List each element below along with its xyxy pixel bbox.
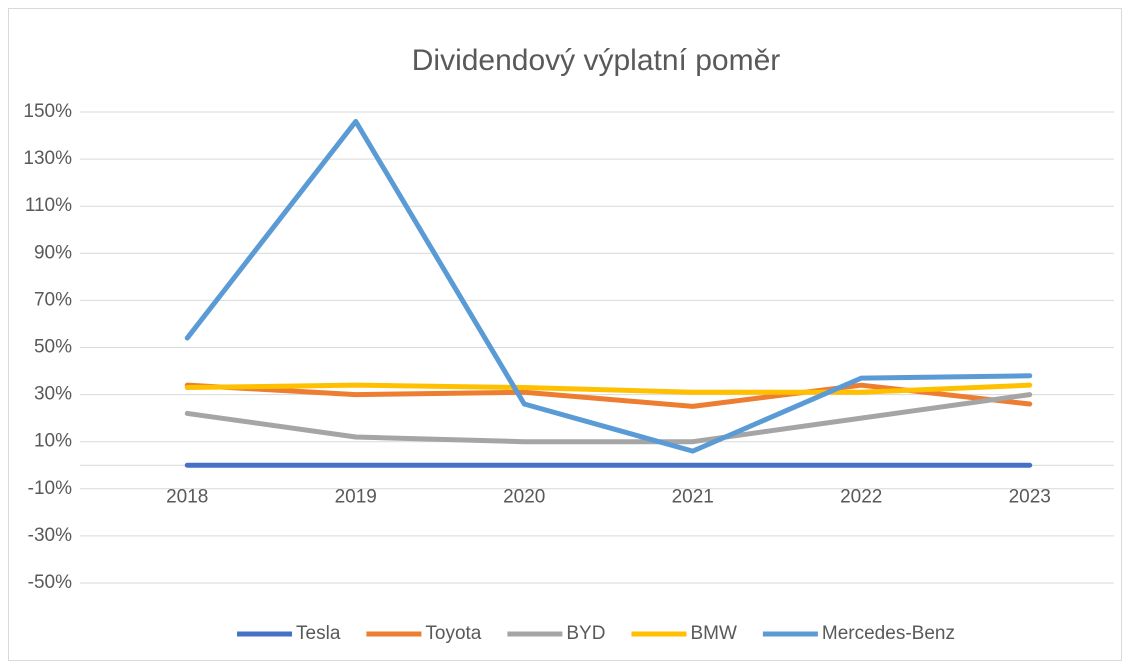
x-tick-label: 2020 <box>503 486 545 507</box>
series-line <box>184 118 1033 454</box>
y-tick-label: 30% <box>34 384 72 405</box>
y-tick-label: -30% <box>28 525 72 546</box>
legend-label: Tesla <box>296 623 341 644</box>
chart-border <box>8 8 1122 661</box>
legend-label: Toyota <box>425 623 481 644</box>
y-tick-label: -10% <box>28 478 72 499</box>
series-line <box>184 392 1033 445</box>
y-tick-label: 150% <box>23 101 72 122</box>
x-tick-label: 2023 <box>1009 486 1051 507</box>
chart-title: Dividendový výplatní poměr <box>412 44 781 77</box>
y-tick-label: 110% <box>25 195 72 216</box>
x-tick-label: 2022 <box>840 486 882 507</box>
x-tick-label: 2019 <box>335 486 377 507</box>
x-tick-label: 2018 <box>166 486 208 507</box>
y-tick-label: 90% <box>34 242 72 263</box>
series-line <box>184 382 1033 409</box>
series-line <box>184 382 1033 395</box>
x-tick-label: 2021 <box>672 486 714 507</box>
y-tick-label: -50% <box>28 572 72 593</box>
legend-label: BMW <box>690 623 737 644</box>
legend-label: BYD <box>566 623 605 644</box>
y-tick-label: 10% <box>34 431 72 452</box>
y-tick-label: 130% <box>23 148 72 169</box>
legend-label: Mercedes-Benz <box>822 623 955 644</box>
y-tick-label: 50% <box>34 337 72 358</box>
y-tick-label: 70% <box>34 289 72 310</box>
